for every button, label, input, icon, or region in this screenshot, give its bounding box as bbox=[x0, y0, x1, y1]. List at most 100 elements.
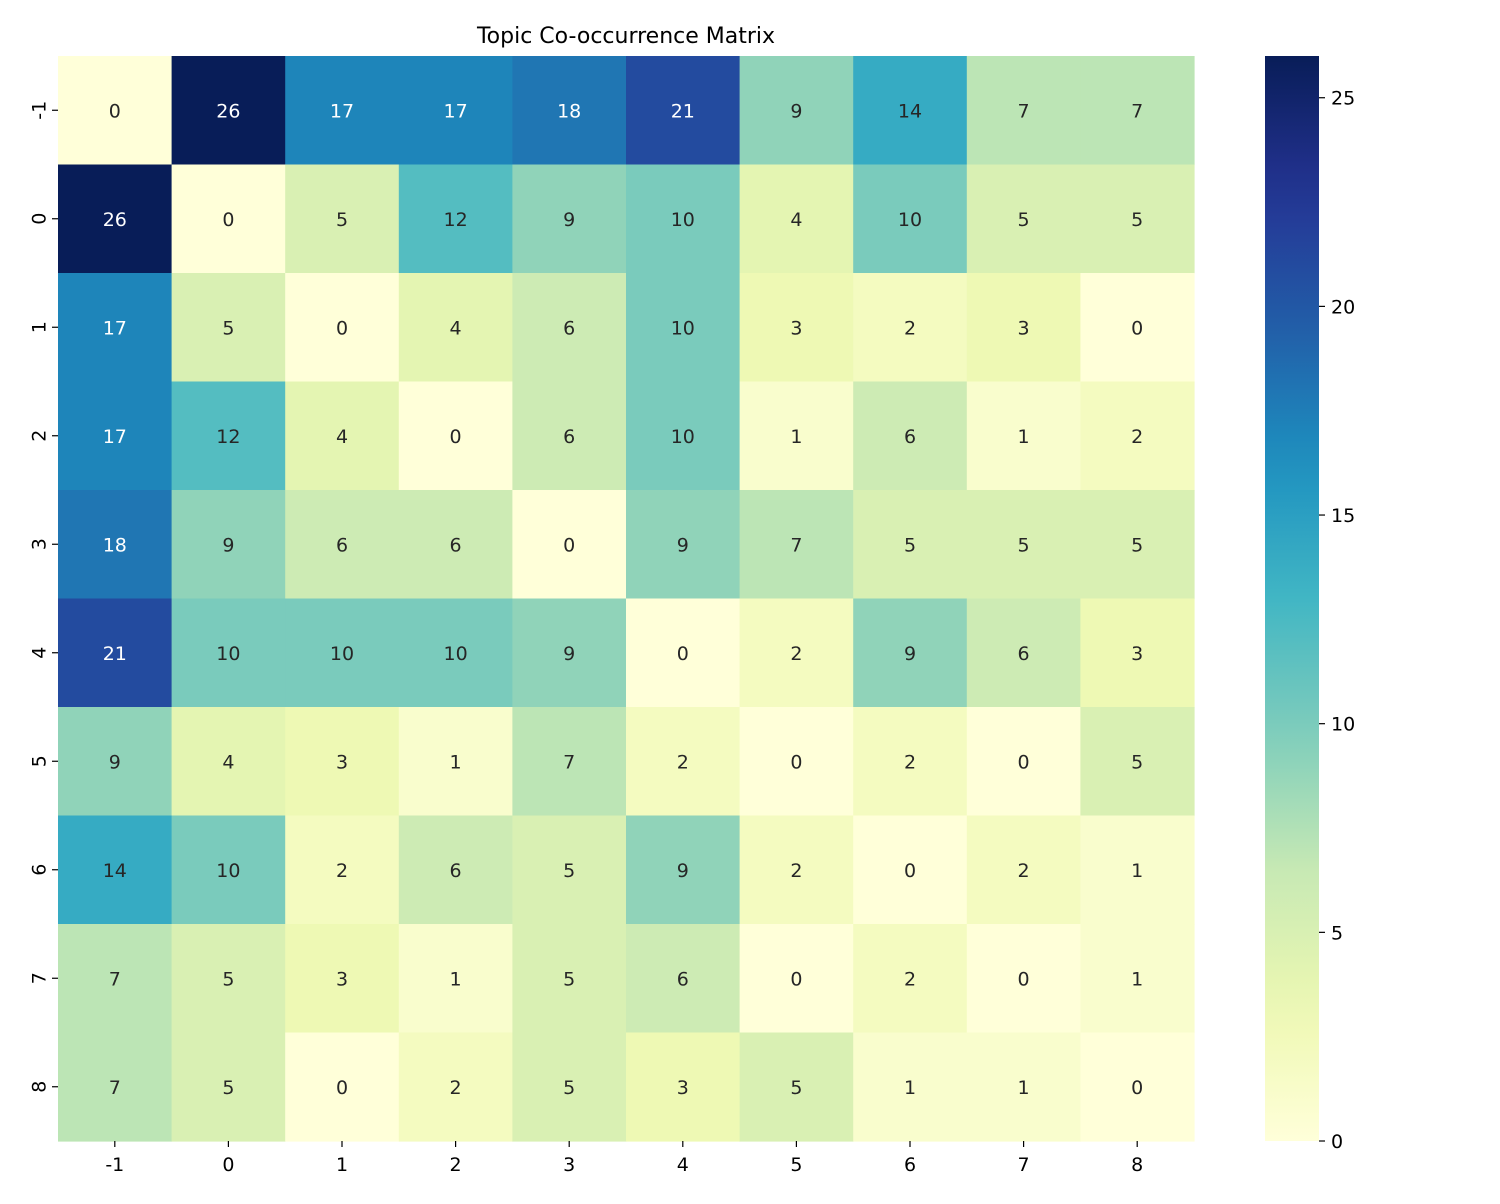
cell-value-label: 9 bbox=[790, 100, 802, 122]
heatmap-cell bbox=[1080, 273, 1195, 383]
cell-value-label: 2 bbox=[790, 643, 802, 665]
cell-value-label: 17 bbox=[103, 426, 127, 448]
cell-value-label: 0 bbox=[677, 643, 689, 665]
y-tick-label: 7 bbox=[29, 972, 51, 984]
cell-value-label: 2 bbox=[336, 860, 348, 882]
heatmap-cell bbox=[626, 273, 741, 383]
heatmap-cell bbox=[171, 598, 286, 708]
heatmap-cell bbox=[626, 707, 741, 817]
heatmap-cell bbox=[966, 381, 1081, 491]
heatmap-cell bbox=[739, 707, 854, 817]
cell-value-label: 0 bbox=[790, 751, 802, 773]
cell-value-label: 6 bbox=[563, 317, 575, 339]
cell-value-label: 17 bbox=[330, 100, 354, 122]
cell-value-label: 2 bbox=[677, 751, 689, 773]
heatmap-cell bbox=[1080, 56, 1195, 166]
x-tick-label: 1 bbox=[336, 1154, 348, 1176]
cell-value-label: 0 bbox=[109, 100, 121, 122]
heatmap-cell bbox=[58, 924, 173, 1034]
y-tick-label: 2 bbox=[29, 430, 51, 442]
y-axis: -1 0 1 2 3 4 5 6 7 8 bbox=[29, 101, 58, 1093]
cell-value-label: 10 bbox=[216, 643, 240, 665]
heatmap-cell bbox=[1080, 490, 1195, 600]
x-tick-label: -1 bbox=[105, 1154, 124, 1176]
heatmap-cell bbox=[739, 164, 854, 274]
heatmap-cell bbox=[966, 56, 1081, 166]
cell-value-label: 3 bbox=[1018, 317, 1030, 339]
cell-value-label: 2 bbox=[1131, 426, 1143, 448]
heatmap-cell bbox=[398, 490, 513, 600]
colorbar-tick-label: 5 bbox=[1331, 922, 1343, 944]
cell-value-label: 1 bbox=[1018, 426, 1030, 448]
cell-value-label: 2 bbox=[904, 968, 916, 990]
cell-value-label: 5 bbox=[563, 968, 575, 990]
x-axis: -1 0 1 2 3 4 5 6 7 8 bbox=[105, 1141, 1143, 1176]
colorbar-tick-label: 0 bbox=[1331, 1131, 1343, 1153]
heatmap-cell bbox=[966, 490, 1081, 600]
cell-value-label: 12 bbox=[216, 426, 240, 448]
heatmap-cell bbox=[398, 164, 513, 274]
x-tick-label: 4 bbox=[677, 1154, 689, 1176]
heatmap-cell bbox=[512, 815, 627, 925]
heatmap-cell bbox=[853, 815, 968, 925]
cell-value-label: 0 bbox=[336, 317, 348, 339]
heatmap-cell bbox=[285, 490, 400, 600]
heatmap-cell bbox=[1080, 381, 1195, 491]
cell-value-label: 2 bbox=[450, 1077, 462, 1099]
cell-value-label: 1 bbox=[1131, 860, 1143, 882]
cell-value-label: 7 bbox=[109, 1077, 121, 1099]
heatmap-cell bbox=[171, 56, 286, 166]
heatmap-cell bbox=[512, 56, 627, 166]
heatmap-cell bbox=[285, 924, 400, 1034]
heatmap-cell bbox=[171, 381, 286, 491]
cell-value-label: 4 bbox=[222, 751, 234, 773]
cell-value-label: 7 bbox=[563, 751, 575, 773]
heatmap-cell bbox=[285, 1032, 400, 1142]
heatmap-cell bbox=[966, 273, 1081, 383]
chart-title: Topic Co-occurrence Matrix bbox=[476, 24, 775, 49]
heatmap-cell bbox=[739, 490, 854, 600]
colorbar: 0 5 10 15 20 25 bbox=[1265, 56, 1355, 1153]
heatmap-cell bbox=[398, 815, 513, 925]
heatmap-cell bbox=[626, 1032, 741, 1142]
cell-value-label: 0 bbox=[1131, 1077, 1143, 1099]
cell-value-label: 9 bbox=[677, 534, 689, 556]
heatmap-cell bbox=[58, 598, 173, 708]
heatmap-cell bbox=[626, 815, 741, 925]
cell-value-label: 17 bbox=[103, 317, 127, 339]
heatmap-cell bbox=[512, 924, 627, 1034]
cell-value-label: 14 bbox=[103, 860, 127, 882]
heatmap-cell bbox=[58, 381, 173, 491]
y-tick-label: 0 bbox=[29, 213, 51, 225]
heatmap-cell bbox=[1080, 598, 1195, 708]
heatmap-cell bbox=[739, 381, 854, 491]
cell-value-label: 1 bbox=[1018, 1077, 1030, 1099]
heatmap-cell bbox=[739, 815, 854, 925]
heatmap-cell bbox=[58, 56, 173, 166]
y-tick-label: -1 bbox=[29, 101, 51, 120]
cell-value-label: 0 bbox=[1018, 751, 1030, 773]
cell-value-label: 5 bbox=[563, 860, 575, 882]
cell-value-label: 26 bbox=[103, 209, 127, 231]
y-tick-label: 6 bbox=[29, 864, 51, 876]
heatmap-cell bbox=[1080, 924, 1195, 1034]
heatmap-cell bbox=[853, 56, 968, 166]
heatmap-cell bbox=[171, 1032, 286, 1142]
heatmap-cell bbox=[1080, 707, 1195, 817]
cell-value-label: 0 bbox=[1131, 317, 1143, 339]
cell-value-label: 7 bbox=[790, 534, 802, 556]
y-tick-label: 3 bbox=[29, 538, 51, 550]
heatmap-cell bbox=[512, 273, 627, 383]
heatmap-cell bbox=[853, 1032, 968, 1142]
cell-value-label: 21 bbox=[671, 100, 695, 122]
colorbar-tick-label: 15 bbox=[1331, 505, 1355, 527]
heatmap-cell bbox=[966, 1032, 1081, 1142]
cell-value-label: 10 bbox=[671, 317, 695, 339]
cell-value-label: 5 bbox=[1131, 534, 1143, 556]
cell-value-label: 6 bbox=[450, 860, 462, 882]
heatmap-cell bbox=[285, 815, 400, 925]
cell-value-label: 10 bbox=[330, 643, 354, 665]
heatmap-cell bbox=[285, 381, 400, 491]
cell-value-label: 0 bbox=[450, 426, 462, 448]
cell-value-label: 7 bbox=[1131, 100, 1143, 122]
